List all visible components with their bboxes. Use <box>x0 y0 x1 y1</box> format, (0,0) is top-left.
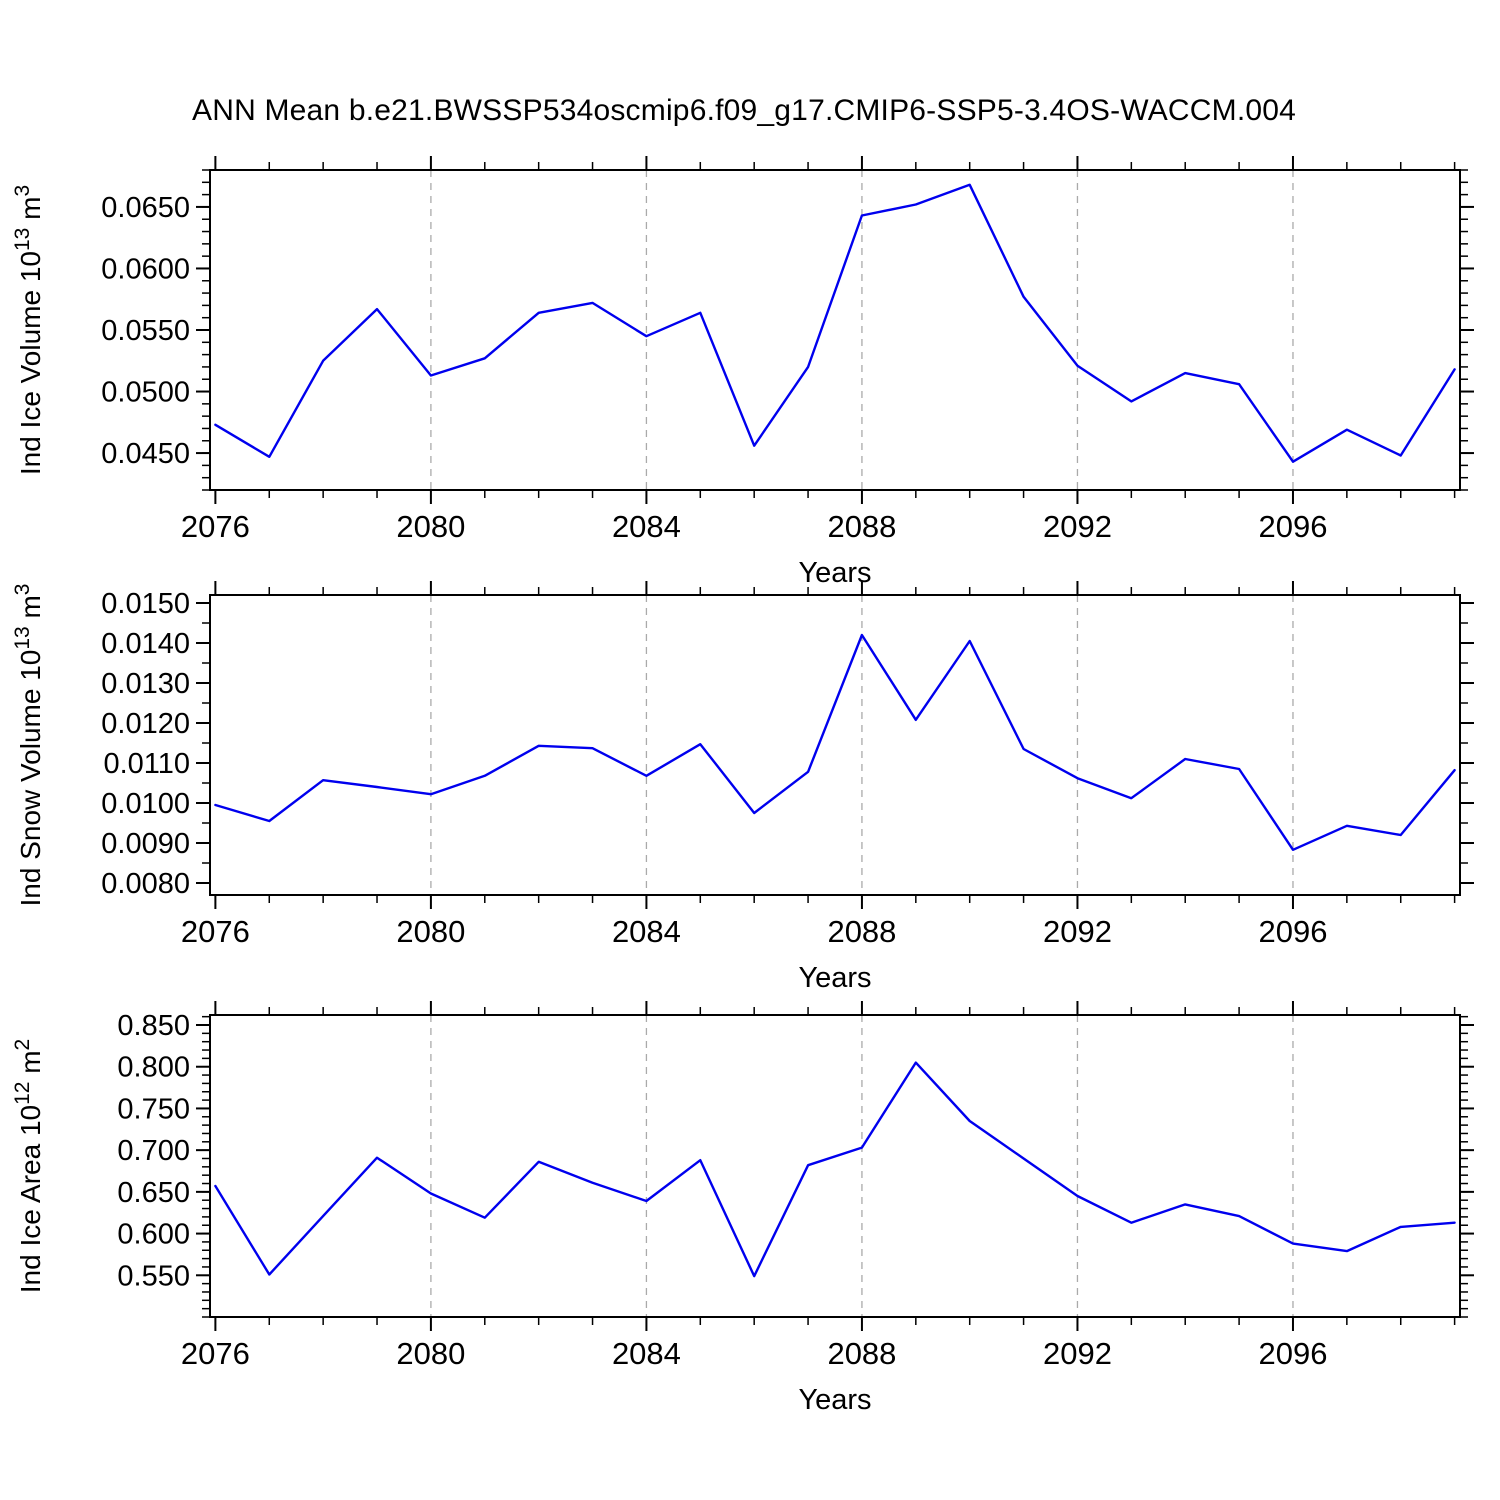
ice-volume-panel: 2076 2080 2084 2088 2092 2096 Years 0.0450 0.050… <box>11 156 1474 589</box>
plot-border <box>209 169 1461 491</box>
y-tick-label: 0.0110 <box>103 748 190 780</box>
plot-title: ANN Mean b.e21.BWSSP534oscmip6.f09_g17.C… <box>192 94 1297 127</box>
y-tick-label: 0.750 <box>117 1093 190 1125</box>
x-tick-label: 2084 <box>612 509 681 544</box>
ice-area-panel: 2076 2080 2084 2088 2092 2096 Years 0.550 0.600 0… <box>11 1001 1474 1416</box>
x-tick-label: 2076 <box>181 509 250 544</box>
y-tick-label: 0.0090 <box>101 828 190 860</box>
x-axis-title: Years <box>798 962 871 994</box>
ice-area-line <box>214 1061 1456 1278</box>
x-tick-label: 2080 <box>396 914 465 949</box>
y-tick-label: 0.0080 <box>101 868 190 900</box>
x-tick-label: 2096 <box>1258 914 1327 949</box>
y-axis-title: Ind Ice Area 1012 m2 <box>11 1039 46 1294</box>
x-tick-label: 2084 <box>612 1336 681 1371</box>
x-tick-label: 2092 <box>1043 914 1112 949</box>
x-tick-label: 2080 <box>396 1336 465 1371</box>
y-tick-label: 0.0500 <box>101 377 190 409</box>
y-tick-label: 0.0100 <box>101 788 190 820</box>
x-tick-label: 2088 <box>827 914 896 949</box>
snow-volume-line <box>214 633 1456 851</box>
y-tick-label: 0.0120 <box>101 708 190 740</box>
y-tick-label: 0.0130 <box>101 668 190 700</box>
y-tick-label: 0.800 <box>117 1052 190 1084</box>
x-tick-label: 2076 <box>181 914 250 949</box>
y-tick-label: 0.650 <box>117 1177 190 1209</box>
y-tick-label: 0.0140 <box>101 628 190 660</box>
x-tick-label: 2096 <box>1258 509 1327 544</box>
y-tick-label: 0.550 <box>117 1260 190 1292</box>
y-tick-label: 0.0600 <box>101 253 190 285</box>
y-tick-label: 0.850 <box>117 1010 190 1042</box>
plot-border <box>209 594 1461 896</box>
x-tick-label: 2096 <box>1258 1336 1327 1371</box>
x-axis-title: Years <box>798 557 871 589</box>
x-tick-label: 2092 <box>1043 509 1112 544</box>
y-tick-label: 0.0650 <box>101 192 190 224</box>
x-tick-label: 2088 <box>827 509 896 544</box>
x-axis-title: Years <box>798 1384 871 1416</box>
y-axis-title: Ind Snow Volume 1013 m3 <box>11 584 46 907</box>
plot-border <box>209 1014 1461 1318</box>
ice-volume-line <box>214 183 1456 463</box>
y-tick-label: 0.600 <box>117 1219 190 1251</box>
snow-volume-panel: 2076 2080 2084 2088 2092 2096 Years 0.0080 0.009… <box>11 581 1474 994</box>
x-tick-label: 2076 <box>181 1336 250 1371</box>
x-tick-label: 2084 <box>612 914 681 949</box>
y-tick-label: 0.0150 <box>101 588 190 620</box>
y-axis-title: Ind Ice Volume 1013 m3 <box>11 185 46 475</box>
x-tick-label: 2088 <box>827 1336 896 1371</box>
y-tick-label: 0.0450 <box>101 438 190 470</box>
x-tick-label: 2092 <box>1043 1336 1112 1371</box>
y-tick-label: 0.0550 <box>101 315 190 347</box>
x-tick-label: 2080 <box>396 509 465 544</box>
y-tick-label: 0.700 <box>117 1135 190 1167</box>
